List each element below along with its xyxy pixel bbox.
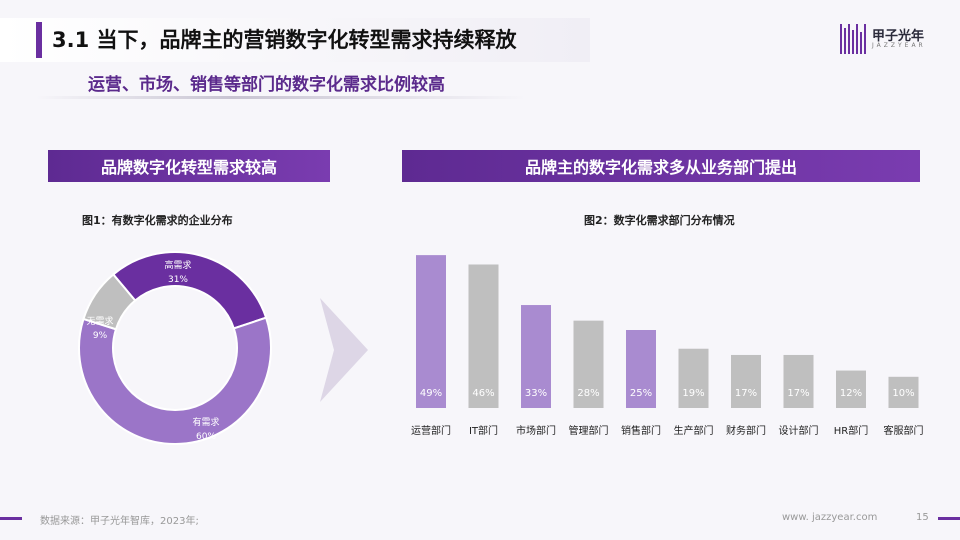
donut-slice-label: 有需求	[192, 416, 219, 428]
logo-tagline: JAZZYEAR	[872, 42, 926, 49]
footer-accent-left	[0, 517, 22, 520]
bar-value-label: 19%	[682, 388, 704, 399]
figure2-title: 图2：数字化需求部门分布情况	[584, 214, 735, 227]
bar	[626, 330, 656, 408]
donut-chart: 高需求 31% 有需求 60% 无需求 9%	[78, 251, 272, 445]
bar-value-label: 10%	[892, 388, 914, 399]
bar-category-label: HR部门	[834, 424, 868, 437]
bar-category-label: 市场部门	[516, 424, 556, 437]
logo-name: 甲子光年	[872, 29, 925, 44]
bar-value-label: 46%	[472, 388, 494, 399]
bar-category-label: IT部门	[469, 424, 498, 437]
donut-slice	[82, 273, 137, 331]
bar-value-label: 17%	[787, 388, 809, 399]
figure1-title: 图1：有数字化需求的企业分布	[82, 214, 233, 227]
bar-category-label: 运营部门	[411, 424, 451, 437]
bar-value-label: 28%	[577, 388, 599, 399]
bar	[573, 320, 604, 408]
bar	[468, 264, 499, 408]
donut-slice-value: 31%	[168, 275, 188, 285]
bar-value-label: 17%	[735, 388, 757, 399]
right-panel-header: 品牌主的数字化需求多从业务部门提出	[402, 150, 920, 182]
bar-category-label: 财务部门	[726, 424, 766, 437]
bar	[521, 305, 551, 408]
title-accent-bar	[36, 22, 42, 58]
donut-slice-value: 9%	[93, 331, 108, 341]
data-source: 数据来源：甲子光年智库，2023年;	[40, 516, 199, 527]
arrow-right-icon	[320, 298, 368, 402]
donut-slice-label: 无需求	[86, 315, 113, 327]
bar-chart: 49% 运营部门 46% IT部门 33% 市场部门 28% 管理部门 25% 销售部门 19% 生产…	[411, 255, 924, 437]
page-subtitle: 运营、市场、销售等部门的数字化需求比例较高	[88, 75, 445, 95]
jazzyear-logo-icon	[840, 24, 866, 54]
page-title: 3.1 当下，品牌主的营销数字化转型需求持续释放	[52, 28, 517, 52]
donut-slice-label: 高需求	[164, 259, 191, 271]
title-bar	[0, 18, 590, 62]
subtitle-underline	[36, 96, 526, 99]
bar	[678, 348, 709, 408]
bar-value-label: 12%	[840, 388, 862, 399]
page-number: 15	[916, 512, 929, 523]
bar	[888, 376, 919, 408]
bar	[783, 354, 814, 408]
bar-value-label: 25%	[630, 388, 652, 399]
bar-category-label: 生产部门	[674, 424, 714, 437]
bar-category-label: 销售部门	[621, 424, 661, 437]
bar-category-label: 客服部门	[884, 424, 924, 437]
left-panel-header: 品牌数字化转型需求较高	[48, 150, 330, 182]
bar	[836, 370, 866, 408]
footer-accent-right	[938, 517, 960, 520]
website-url[interactable]: www. jazzyear.com	[782, 512, 878, 523]
bar-category-label: 设计部门	[779, 424, 819, 437]
bar-value-label: 33%	[525, 388, 547, 399]
bar	[731, 354, 761, 408]
donut-slice-value: 60%	[196, 432, 216, 442]
donut-slice	[78, 316, 272, 445]
bar-value-label: 49%	[420, 388, 442, 399]
bar	[416, 255, 446, 408]
bar-category-label: 管理部门	[569, 424, 609, 437]
